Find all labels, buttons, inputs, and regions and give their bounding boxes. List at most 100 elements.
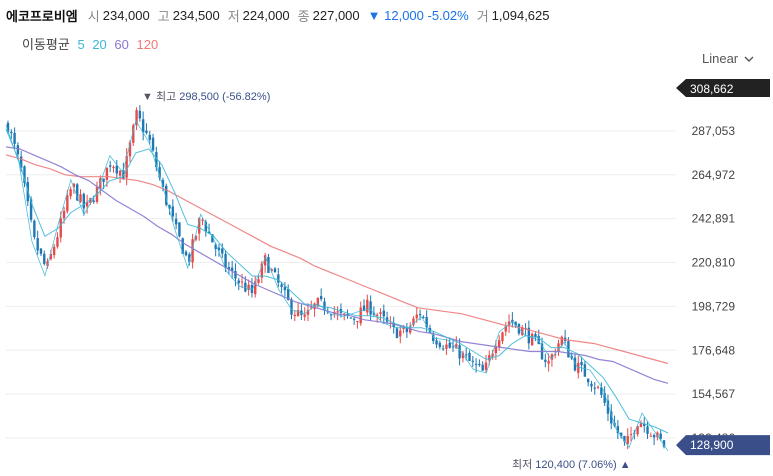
candle-body	[600, 387, 603, 395]
candle-down	[250, 278, 254, 298]
candle-body	[237, 280, 240, 284]
candle-down	[593, 382, 596, 395]
max-price-tag-label: 308,662	[690, 82, 734, 96]
candle-body	[69, 189, 72, 197]
candle-body	[458, 345, 461, 359]
max-price-tag: 308,662	[676, 79, 770, 97]
candle-body	[356, 321, 359, 323]
candle-body	[366, 299, 369, 313]
candle-up	[415, 307, 418, 323]
candle-body	[478, 363, 481, 366]
candle-down	[392, 316, 395, 334]
candle-up	[521, 325, 524, 337]
ma-5[interactable]: 5	[77, 37, 85, 52]
candle-up	[359, 301, 362, 326]
candle-body	[432, 334, 435, 342]
candle-body	[507, 321, 511, 326]
candle-up	[379, 308, 382, 321]
candle-body	[547, 360, 550, 364]
ma-5-line	[5, 119, 669, 452]
max-marker-value: 298,500 (-56.82%)	[179, 91, 270, 103]
candle-body	[112, 166, 115, 169]
candle-body	[39, 248, 43, 254]
candle-body	[138, 110, 142, 119]
candle-body	[148, 134, 151, 140]
candle-body	[49, 253, 53, 260]
candle-down	[369, 295, 372, 321]
volume: 1,094,625	[491, 7, 550, 23]
candle-body	[72, 183, 76, 188]
candle-down	[39, 248, 43, 257]
candle-down	[471, 355, 475, 368]
candle-up	[366, 294, 369, 316]
candle-down	[178, 222, 181, 238]
candle-body	[376, 314, 379, 316]
candle-down	[580, 356, 583, 372]
candle-body	[43, 253, 46, 264]
candle-up	[201, 218, 204, 226]
candle-down	[382, 304, 385, 325]
ma-20[interactable]: 20	[92, 37, 107, 52]
candle-down	[277, 267, 280, 288]
ma-120[interactable]: 120	[136, 37, 159, 52]
current-price-tag-bg	[676, 435, 770, 456]
candle-up	[79, 189, 82, 203]
candle-up	[56, 232, 59, 249]
candle-body	[165, 185, 168, 205]
candle-body	[174, 218, 178, 225]
candle-down	[188, 252, 191, 266]
candle-body	[610, 411, 613, 424]
scale-dropdown[interactable]: Linear	[702, 51, 754, 66]
candle-body	[108, 165, 112, 167]
candle-up	[69, 186, 72, 200]
candle-body	[13, 132, 16, 144]
candle-down	[616, 420, 620, 440]
volume-label: 거	[476, 8, 489, 24]
ma-60[interactable]: 60	[114, 37, 129, 52]
candle-body	[33, 220, 36, 238]
candle-body	[10, 131, 13, 134]
candle-down	[207, 223, 211, 234]
candle-down	[435, 337, 438, 349]
candle-down	[643, 417, 646, 433]
moving-average-legend[interactable]: 이동평균 5 20 60 120	[22, 34, 162, 53]
candle-up	[194, 235, 198, 242]
y-axis: 287,053 264,972 242,891 220,810 198,729 176,6…	[676, 79, 770, 456]
high-label: 고	[157, 8, 170, 24]
candle-down	[511, 312, 514, 328]
candle-body	[105, 167, 109, 180]
candle-body	[158, 167, 161, 178]
candle-body	[92, 200, 95, 202]
price-change: ▼ 12,000 -5.02%	[367, 7, 469, 23]
candle-body	[474, 363, 478, 365]
candle-up	[504, 322, 507, 336]
candle-up	[132, 123, 135, 147]
candle-down	[395, 326, 399, 339]
candle-down	[227, 261, 231, 275]
candle-body	[649, 435, 653, 437]
candle-body	[504, 326, 507, 332]
candle-body	[115, 165, 118, 174]
candle-up	[484, 354, 488, 373]
candle-body	[201, 219, 204, 221]
candle-up	[306, 303, 310, 322]
high-price: 234,500	[172, 7, 220, 23]
candle-up	[254, 275, 257, 298]
candle-body	[382, 310, 385, 317]
candle-body	[85, 201, 89, 207]
candle-body	[468, 352, 471, 361]
candle-body	[191, 239, 194, 263]
candle-down	[158, 161, 161, 181]
candle-up	[296, 302, 300, 317]
candle-down	[662, 440, 666, 449]
candle-body	[511, 319, 514, 323]
candle-down	[441, 344, 445, 351]
candle-body	[234, 270, 237, 279]
candle-down	[217, 244, 221, 257]
candle-up	[313, 302, 316, 317]
candle-body	[151, 137, 155, 151]
candle-body	[273, 268, 277, 273]
candle-body	[254, 281, 257, 295]
ma-60-line	[5, 146, 669, 384]
